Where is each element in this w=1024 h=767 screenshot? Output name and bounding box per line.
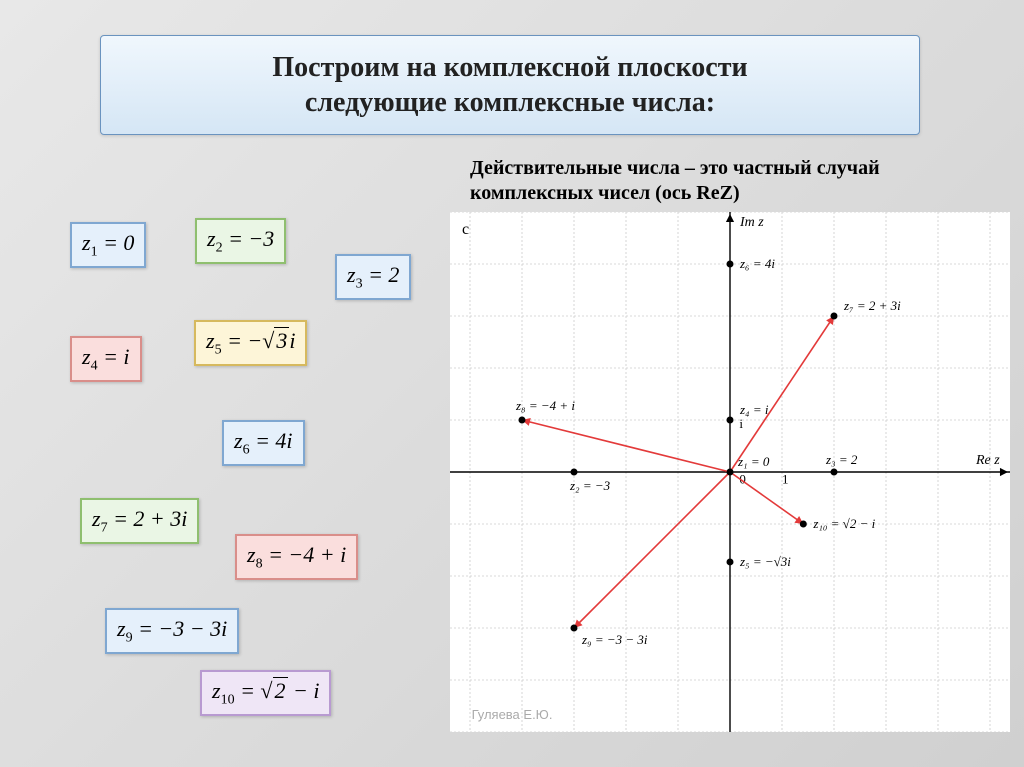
complex-plane-chart: Re zIm zc01iz₁ = 0z₂ = −3z₃ = 2z₄ = iz₅ … bbox=[450, 212, 1010, 732]
svg-text:i: i bbox=[739, 416, 743, 431]
formula-z2: z2 = −3 bbox=[195, 218, 286, 264]
svg-text:z₉ = −3 − 3i: z₉ = −3 − 3i bbox=[581, 632, 648, 647]
formula-z6: z6 = 4i bbox=[222, 420, 305, 466]
title-line-1: Построим на комплексной плоскости bbox=[272, 52, 747, 83]
svg-text:z₃ = 2: z₃ = 2 bbox=[825, 452, 858, 467]
svg-text:z₄ = i: z₄ = i bbox=[739, 402, 769, 417]
svg-text:Im z: Im z bbox=[739, 215, 764, 230]
formula-z1: z1 = 0 bbox=[70, 222, 146, 268]
complex-plane-svg: Re zIm zc01iz₁ = 0z₂ = −3z₃ = 2z₄ = iz₅ … bbox=[450, 212, 1010, 732]
subtitle-text: Действительные числа – это частный случа… bbox=[470, 156, 980, 206]
svg-text:z₂ = −3: z₂ = −3 bbox=[569, 478, 611, 493]
svg-text:z₇ = 2 + 3i: z₇ = 2 + 3i bbox=[843, 298, 901, 313]
formula-z5: z5 = −3i bbox=[194, 320, 307, 366]
svg-text:z₁₀ = √2 − i: z₁₀ = √2 − i bbox=[812, 516, 875, 531]
svg-text:1: 1 bbox=[782, 471, 789, 486]
footer-credit: Гуляева Е.Ю. bbox=[0, 707, 1024, 722]
formula-z9: z9 = −3 − 3i bbox=[105, 608, 239, 654]
formula-z8: z8 = −4 + i bbox=[235, 534, 358, 580]
formula-z7: z7 = 2 + 3i bbox=[80, 498, 199, 544]
svg-text:z₁ = 0: z₁ = 0 bbox=[737, 454, 770, 469]
svg-text:z₅ = −√3i: z₅ = −√3i bbox=[739, 554, 791, 569]
title-line-2: следующие комплексные числа: bbox=[305, 87, 715, 118]
svg-text:z₆ = 4i: z₆ = 4i bbox=[739, 256, 775, 271]
svg-text:Re z: Re z bbox=[975, 453, 1000, 468]
svg-text:c: c bbox=[462, 221, 469, 238]
formula-z4: z4 = i bbox=[70, 336, 142, 382]
slide-title: Построим на комплексной плоскости следую… bbox=[100, 35, 920, 135]
svg-text:z₈ = −4 + i: z₈ = −4 + i bbox=[515, 398, 575, 413]
formula-z3: z3 = 2 bbox=[335, 254, 411, 300]
